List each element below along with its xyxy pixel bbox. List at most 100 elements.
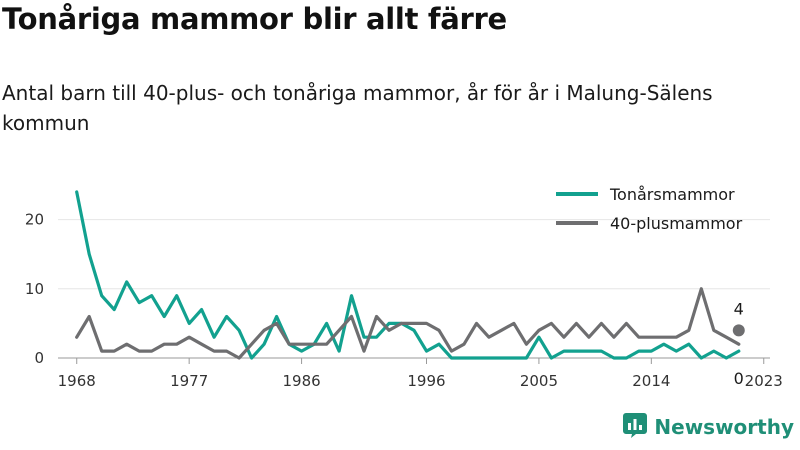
y-tick-label: 20	[25, 211, 44, 229]
y-tick-label: 10	[25, 280, 44, 298]
data-point	[200, 308, 203, 311]
y-tick-label: 0	[34, 349, 44, 367]
data-point	[237, 329, 241, 332]
data-point	[212, 336, 216, 339]
data-point	[500, 356, 503, 360]
end-value-label: 0	[734, 369, 744, 388]
data-point	[600, 349, 603, 353]
data-point	[225, 315, 228, 318]
data-point	[625, 356, 628, 360]
data-point	[412, 329, 416, 332]
data-point	[88, 315, 91, 318]
data-point	[612, 336, 616, 339]
legend-label: Tonårsmammor	[609, 185, 735, 204]
data-point	[150, 349, 153, 353]
data-point	[425, 349, 428, 353]
data-point	[125, 280, 128, 284]
data-point	[75, 336, 78, 339]
data-point	[162, 315, 166, 318]
data-point	[475, 356, 478, 360]
series-line-40-plusmammor	[75, 287, 741, 360]
data-point	[88, 253, 91, 256]
data-point	[487, 336, 491, 339]
data-point	[113, 349, 116, 353]
data-point	[262, 342, 266, 346]
data-point	[250, 342, 253, 346]
data-point	[362, 336, 366, 339]
data-point	[650, 349, 653, 353]
data-point	[237, 356, 241, 360]
x-tick-label: 1968	[58, 372, 96, 390]
data-point	[525, 342, 528, 346]
data-point	[362, 349, 366, 353]
x-tick-label: 2023	[745, 372, 783, 390]
data-point	[587, 336, 591, 339]
data-point	[600, 322, 603, 325]
data-point	[312, 342, 316, 346]
data-point	[575, 349, 578, 353]
brand-name: Newsworthy	[654, 415, 794, 439]
data-point	[450, 349, 453, 353]
chart-title: Tonåriga mammor blir allt färre	[2, 2, 507, 36]
data-point	[400, 322, 403, 325]
data-point	[150, 294, 153, 297]
data-point	[662, 342, 666, 346]
bar-chart-logo-icon	[623, 412, 648, 442]
data-point	[300, 349, 303, 353]
data-point	[262, 329, 266, 332]
data-point	[162, 342, 166, 346]
data-point	[187, 336, 191, 339]
data-point	[337, 329, 341, 332]
chart-subtitle: Antal barn till 40-plus- och tonåriga ma…	[2, 81, 713, 135]
data-point	[675, 336, 678, 339]
data-point	[100, 294, 103, 297]
data-point	[575, 322, 578, 325]
data-point	[350, 315, 353, 318]
data-point	[462, 356, 466, 360]
data-point	[325, 322, 328, 325]
data-point	[325, 342, 328, 346]
data-point	[562, 336, 566, 339]
data-point	[275, 315, 278, 318]
data-point	[687, 342, 691, 346]
x-tick-label: 1977	[170, 372, 208, 390]
data-point	[512, 322, 516, 325]
data-point	[725, 356, 728, 360]
data-point	[675, 349, 678, 353]
legend-label: 40-plusmammor	[610, 214, 743, 233]
data-point	[500, 329, 503, 332]
data-point	[437, 329, 441, 332]
x-tick-label: 1986	[282, 372, 320, 390]
series-line-tonarsmammor	[75, 190, 741, 360]
data-point	[512, 356, 516, 360]
data-point	[212, 349, 216, 353]
data-point	[375, 315, 378, 318]
data-point	[175, 342, 178, 346]
x-tick-label: 2014	[632, 372, 670, 390]
data-point	[700, 287, 703, 290]
data-point	[475, 322, 478, 325]
data-point	[700, 356, 703, 360]
data-point	[612, 356, 616, 360]
data-point	[387, 322, 391, 325]
data-point	[287, 342, 291, 346]
data-point	[737, 349, 740, 353]
data-point	[725, 336, 728, 339]
data-point	[650, 336, 653, 339]
data-point	[175, 294, 178, 297]
data-point	[537, 336, 541, 339]
data-point	[487, 356, 491, 360]
brand-logo: Newsworthy	[623, 412, 794, 442]
data-point	[275, 322, 278, 325]
data-point	[712, 329, 715, 332]
data-point	[375, 336, 378, 339]
x-tick-label: 1996	[407, 372, 445, 390]
data-point	[187, 322, 191, 325]
data-point	[625, 322, 628, 325]
data-point	[200, 342, 203, 346]
end-point-marker	[732, 324, 745, 337]
data-point	[125, 342, 128, 346]
data-point	[137, 301, 141, 304]
data-point	[137, 349, 141, 353]
